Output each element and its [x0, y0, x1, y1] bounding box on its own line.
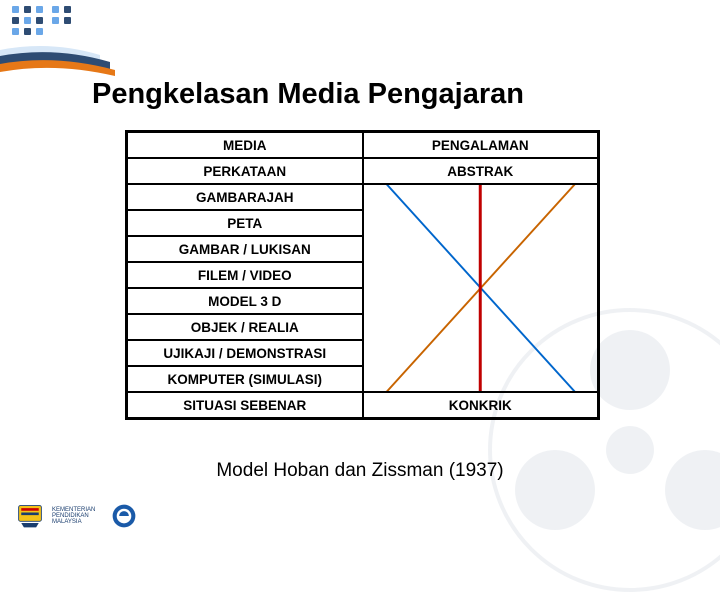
cell-media: GAMBARAJAH	[127, 184, 363, 210]
cell-media: FILEM / VIDEO	[127, 262, 363, 288]
cell-media: KOMPUTER (SIMULASI)	[127, 366, 363, 392]
table-body-merged: GAMBARAJAH PETA GAMBAR / LUKISAN FILEM /…	[127, 184, 598, 392]
cell-media: SITUASI SEBENAR	[127, 392, 363, 418]
classification-table: MEDIA PENGALAMAN PERKATAAN ABSTRAK GAMBA…	[125, 130, 600, 420]
cell-media: OBJEK / REALIA	[127, 314, 363, 340]
cell-media: PERKATAAN	[127, 158, 363, 184]
cell-pengalaman: ABSTRAK	[363, 158, 599, 184]
header-pengalaman: PENGALAMAN	[363, 132, 599, 158]
cell-media: UJIKAJI / DEMONSTRASI	[127, 340, 363, 366]
header-media: MEDIA	[127, 132, 363, 158]
table-row: SITUASI SEBENAR KONKRIK	[127, 392, 598, 418]
table-row: PERKATAAN ABSTRAK	[127, 158, 598, 184]
page-title: Pengkelasan Media Pengajaran	[92, 78, 524, 111]
model-caption: Model Hoban dan Zissman (1937)	[0, 460, 720, 482]
spectrum-cell	[363, 184, 599, 392]
spectrum-graphic	[364, 185, 598, 391]
kpm-label: KEMENTERIAN PENDIDIKAN MALAYSIA	[52, 507, 102, 525]
cell-media: PETA	[127, 210, 363, 236]
top-left-decor	[0, 0, 160, 80]
btp-logo-icon	[108, 500, 140, 532]
cell-pengalaman: KONKRIK	[363, 392, 599, 418]
kpm-crest-icon	[14, 500, 46, 532]
cell-media: MODEL 3 D	[127, 288, 363, 314]
cell-media: GAMBAR / LUKISAN	[127, 236, 363, 262]
footer-logos: KEMENTERIAN PENDIDIKAN MALAYSIA	[14, 500, 140, 532]
swoosh-graphic	[0, 40, 130, 80]
table-header-row: MEDIA PENGALAMAN	[127, 132, 598, 158]
